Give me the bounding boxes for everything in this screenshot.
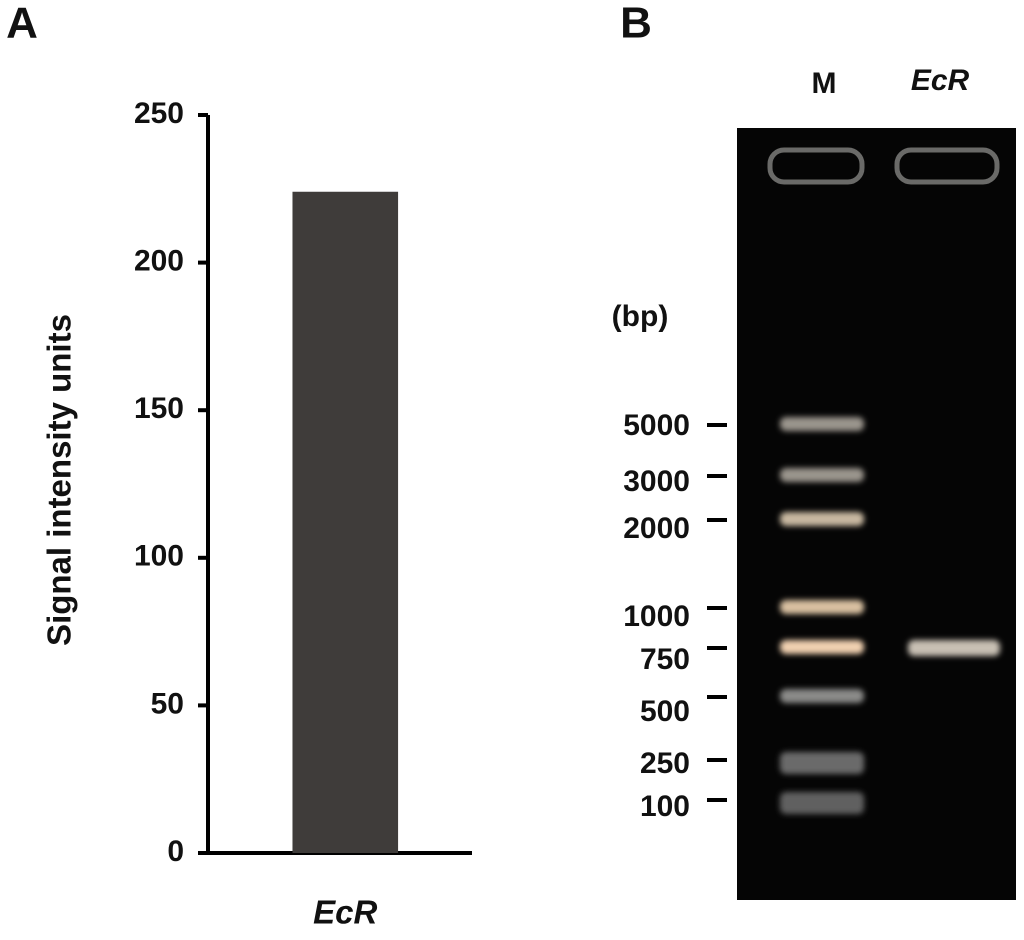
marker-label: 750 — [640, 643, 690, 676]
sample-band — [908, 640, 1000, 656]
well — [767, 147, 865, 185]
ladder-band — [780, 792, 864, 814]
panel-label: B — [620, 0, 652, 48]
y-axis-label: Signal intensity units — [41, 314, 78, 646]
marker-label: 2000 — [623, 512, 690, 545]
panel-label: A — [6, 0, 38, 48]
y-tick-label: 200 — [134, 245, 184, 278]
ladder-band — [780, 640, 864, 654]
y-tick-label: 150 — [134, 392, 184, 425]
y-tick-label: 100 — [134, 540, 184, 573]
unit-label: (bp) — [612, 300, 669, 333]
marker-label: 250 — [640, 747, 690, 780]
y-tick-label: 50 — [151, 687, 184, 720]
ladder-band — [780, 417, 864, 431]
ladder-band — [780, 512, 864, 526]
ladder-band — [780, 468, 864, 482]
marker-label: 500 — [640, 695, 690, 728]
marker-label: 5000 — [623, 409, 690, 442]
gel-image — [737, 128, 1016, 900]
marker-label: 100 — [640, 790, 690, 823]
lane-label: M — [812, 67, 837, 100]
bar — [292, 191, 399, 853]
ladder-band — [780, 752, 864, 774]
marker-label: 3000 — [623, 465, 690, 498]
marker-label: 1000 — [623, 600, 690, 633]
y-tick-label: 0 — [167, 835, 184, 868]
x-tick-label: EcR — [313, 894, 377, 931]
ladder-band — [780, 689, 864, 703]
ladder-band — [780, 600, 864, 614]
gel-panel: M EcR (bp) 5000 3000 2000 1000 750 500 250 100 — [612, 64, 1016, 900]
y-tick-label: 250 — [134, 97, 184, 130]
lane-label: EcR — [911, 64, 970, 97]
well — [894, 147, 1000, 185]
